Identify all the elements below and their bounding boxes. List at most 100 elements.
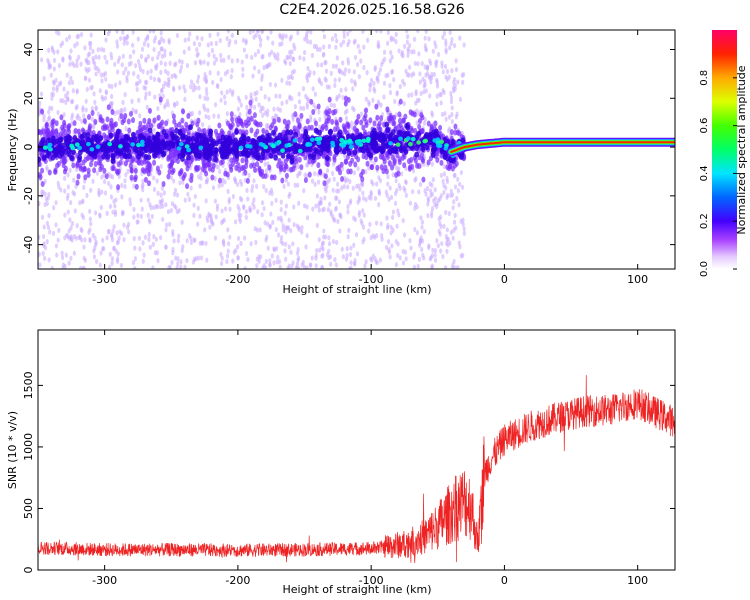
spectrogram-point <box>63 148 69 155</box>
spectrogram-point <box>278 264 282 269</box>
spectrogram-point <box>373 256 377 262</box>
spectrogram-point <box>441 253 445 260</box>
spectrogram-point <box>69 236 73 242</box>
spectrogram-point <box>136 80 140 87</box>
spectrogram-point <box>113 82 118 88</box>
spectrogram-point <box>106 180 111 187</box>
spectrogram-point <box>362 212 366 218</box>
spectrogram-point <box>447 165 452 172</box>
spectrogram-point <box>359 111 363 117</box>
spectrogram-point <box>445 227 449 233</box>
spectrogram-point <box>344 256 349 262</box>
spectrogram-point <box>455 196 459 202</box>
spectrogram-point <box>440 63 444 69</box>
spectrogram-point <box>365 160 370 167</box>
spectrogram-point <box>100 78 104 84</box>
spectrogram-point <box>371 181 375 187</box>
spectrogram-point <box>288 80 292 87</box>
spectrogram-point <box>427 243 431 249</box>
spectrogram-point <box>216 70 220 76</box>
spectrogram-point <box>419 112 424 119</box>
spectrogram-point <box>429 213 434 219</box>
spectrogram-point <box>229 74 233 80</box>
spectrogram-point <box>118 80 122 86</box>
spectrogram-point <box>99 250 103 256</box>
spectrogram-point <box>307 158 312 165</box>
spectrogram-point <box>101 246 105 252</box>
spectrogram-point <box>286 119 291 126</box>
spectrogram-point <box>362 44 366 50</box>
spectrogram-point <box>194 85 198 91</box>
spectrogram-point <box>290 69 295 76</box>
spectrogram-point <box>152 175 156 181</box>
spectrogram-point <box>348 200 352 206</box>
spectrogram-point <box>79 61 83 67</box>
spectrogram-point <box>320 62 324 68</box>
spectrogram-point <box>152 135 158 142</box>
spectrogram-point <box>158 96 163 103</box>
spectrogram-point <box>450 111 454 118</box>
spectrogram-point <box>442 163 446 170</box>
spectrogram-point <box>161 203 165 209</box>
spectrogram-hotspot <box>198 145 204 150</box>
spectrogram-point <box>339 161 344 168</box>
spectrogram-point <box>443 63 448 70</box>
spectrogram-point <box>67 260 71 266</box>
spectrogram-point <box>426 120 431 127</box>
spectrogram-point <box>54 77 58 83</box>
snr-y-label: SNR (10 * v/v) <box>6 411 19 489</box>
spectrogram-point <box>417 118 422 125</box>
spectrogram-point <box>238 178 243 184</box>
spectrogram-point <box>62 112 66 118</box>
spectrogram-point <box>185 165 190 172</box>
spectrogram-point <box>198 41 202 48</box>
spectrogram-point <box>154 236 158 242</box>
spectrogram-point <box>178 169 183 176</box>
spectrogram-point <box>367 228 371 234</box>
spectrogram-point <box>324 124 329 131</box>
spectrogram-point <box>293 104 297 110</box>
spectrogram-point <box>362 195 366 201</box>
spectrogram-point <box>346 60 351 66</box>
spectrogram-point <box>45 131 50 138</box>
spectrogram-point <box>347 68 351 74</box>
spectrogram-point <box>324 68 329 74</box>
spectrogram-point <box>339 87 343 93</box>
y-tick-label: -40 <box>22 236 35 254</box>
spectrogram-point <box>284 33 288 39</box>
spectrogram-point <box>219 97 223 103</box>
spectrogram-point <box>271 219 275 225</box>
spectrogram-point <box>233 150 239 157</box>
spectrogram-hotspot <box>405 136 411 141</box>
spectrogram-point <box>386 30 390 36</box>
spectrogram-point <box>458 96 463 103</box>
spectrogram-point <box>40 181 45 188</box>
spectrogram-point <box>221 218 225 224</box>
spectrogram-point <box>289 228 293 234</box>
spectrogram-point <box>310 178 315 184</box>
spectrogram-point <box>94 106 99 112</box>
spectrogram-point <box>89 221 93 227</box>
spectrogram-point <box>187 196 191 203</box>
spectrogram-point <box>92 124 96 130</box>
spectrogram-point <box>316 162 321 169</box>
spectrogram-point <box>210 47 215 54</box>
spectrogram-point <box>183 197 187 203</box>
spectrogram-point <box>257 102 261 108</box>
spectrogram-point <box>270 253 274 259</box>
spectrogram-point <box>431 48 435 54</box>
spectrogram-hotspot <box>176 146 182 151</box>
spectrogram-point <box>241 72 245 78</box>
spectrogram-point <box>402 43 407 49</box>
spectrogram-hotspot <box>408 141 413 147</box>
spectrogram-point <box>309 30 313 35</box>
spectrogram-point <box>92 248 96 254</box>
spectrogram-point <box>305 233 309 239</box>
spectrogram-point <box>303 36 307 42</box>
spectrogram-point <box>309 98 314 105</box>
spectrogram-point <box>219 76 223 83</box>
spectrogram-point <box>440 240 444 247</box>
spectrogram-point <box>119 35 123 42</box>
spectrogram-point <box>442 153 448 160</box>
spectrogram-point <box>302 105 306 111</box>
